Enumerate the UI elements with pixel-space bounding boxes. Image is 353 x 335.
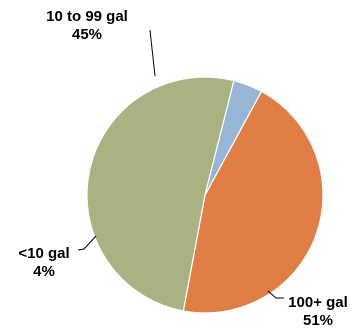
leader-line-100-plus-gal xyxy=(267,290,284,299)
slice-label-percent: 4% xyxy=(33,263,55,280)
pie-slice-100-plus-gal xyxy=(86,76,235,312)
leader-line-10-to-99-gal xyxy=(149,29,156,77)
pie-slice-10-to-99-gal xyxy=(182,90,324,314)
slice-label-name: 100+ gal xyxy=(288,294,348,311)
slice-label-10-to-99-gal: 10 to 99 gal 45% xyxy=(46,8,128,43)
slice-label-percent: 45% xyxy=(72,26,102,43)
slice-label-less-than-10-gal: <10 gal 4% xyxy=(18,245,69,280)
slice-label-name: <10 gal xyxy=(18,245,69,262)
slice-label-percent: 51% xyxy=(303,312,333,329)
slice-label-name: 10 to 99 gal xyxy=(46,8,128,25)
slice-label-100-plus-gal: 100+ gal 51% xyxy=(288,294,348,329)
pie-slice-less-than-10-gal xyxy=(204,79,263,196)
pie-slices xyxy=(86,76,324,314)
leader-line-less-than-10-gal xyxy=(77,235,97,251)
